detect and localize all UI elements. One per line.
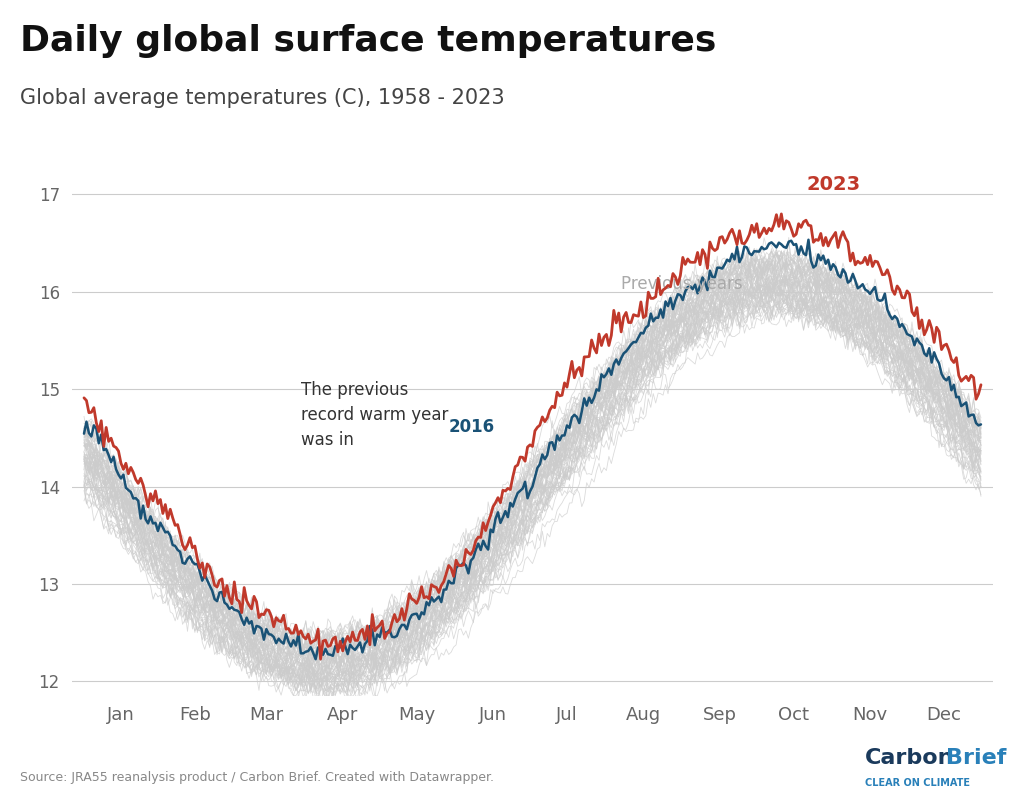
Text: Previous years: Previous years: [622, 275, 742, 293]
Text: Global average temperatures (C), 1958 - 2023: Global average temperatures (C), 1958 - …: [20, 88, 505, 108]
Text: The previous
record warm year
was in: The previous record warm year was in: [301, 382, 449, 450]
Text: Brief: Brief: [946, 748, 1007, 768]
Text: Daily global surface temperatures: Daily global surface temperatures: [20, 24, 717, 58]
Text: CLEAR ON CLIMATE: CLEAR ON CLIMATE: [865, 778, 971, 788]
Text: 2023: 2023: [806, 175, 860, 194]
Text: Source: JRA55 reanalysis product / Carbon Brief. Created with Datawrapper.: Source: JRA55 reanalysis product / Carbo…: [20, 771, 495, 784]
Text: Carbon: Carbon: [865, 748, 954, 768]
Text: 2016: 2016: [449, 418, 495, 437]
